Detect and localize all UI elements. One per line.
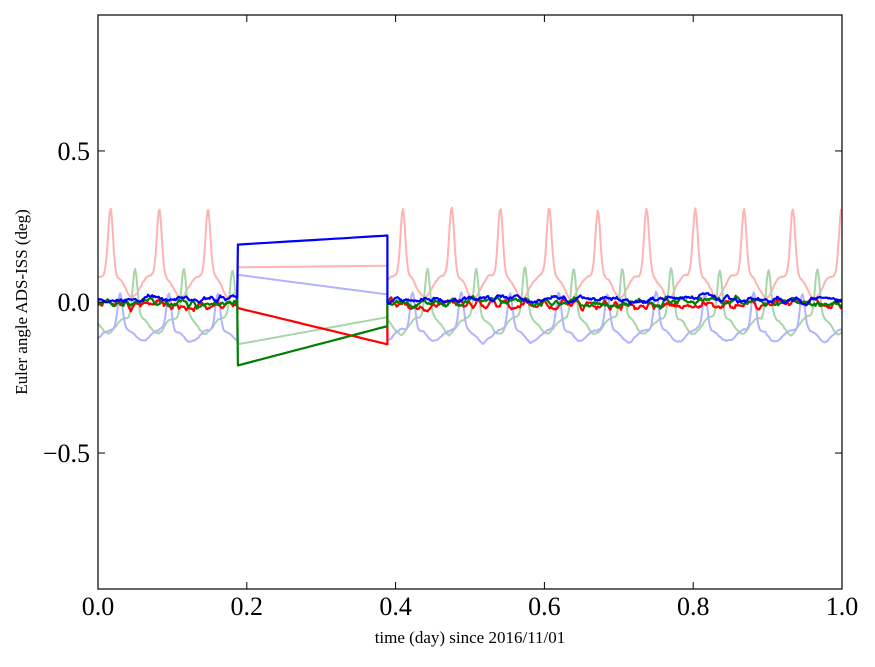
- series-layer: [98, 206, 842, 367]
- series-line: [98, 206, 842, 301]
- y-axis-label: Euler angle ADS-ISS (deg): [12, 209, 31, 395]
- x-tick-label: 0.8: [677, 592, 710, 621]
- series-line: [98, 294, 842, 367]
- y-tick-label: 0.0: [58, 288, 91, 317]
- series-line: [98, 273, 842, 345]
- y-tick-label: −0.5: [43, 439, 90, 468]
- x-tick-label: 0.2: [231, 592, 264, 621]
- x-axis-ticks: 0.0 0.2 0.4 0.6 0.8 1.0: [82, 15, 859, 621]
- x-tick-label: 0.4: [379, 592, 412, 621]
- x-tick-label: 0.6: [528, 592, 561, 621]
- y-axis-ticks: −0.5 0.0 0.5: [43, 137, 842, 468]
- y-tick-label: 0.5: [58, 137, 91, 166]
- x-tick-label: 0.0: [82, 592, 115, 621]
- x-axis-label: time (day) since 2016/11/01: [375, 628, 566, 647]
- series-line: [98, 234, 842, 307]
- x-tick-label: 1.0: [826, 592, 859, 621]
